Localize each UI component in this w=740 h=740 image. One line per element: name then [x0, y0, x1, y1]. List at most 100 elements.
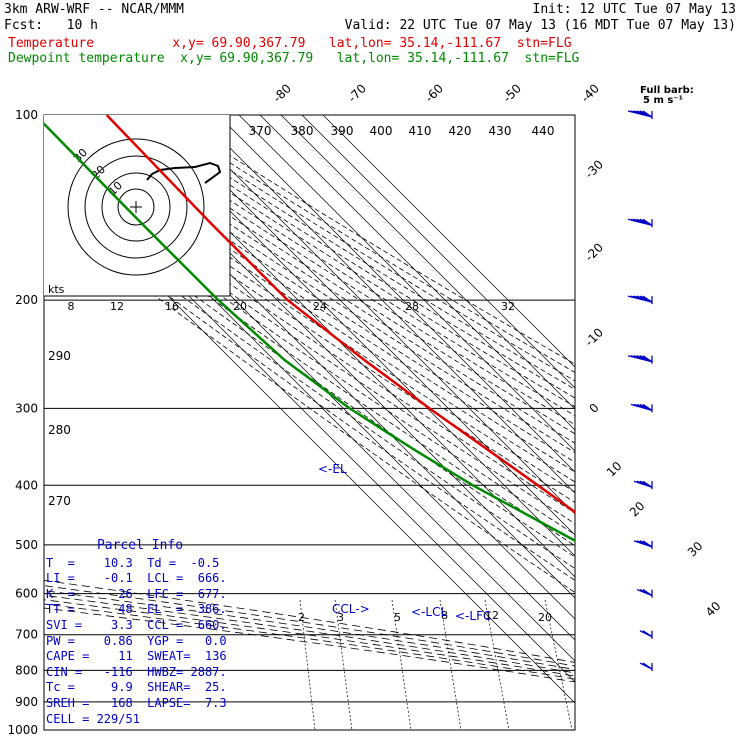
hodograph-speed-label: 20	[233, 300, 247, 313]
parcel-info-row: CAPE = 11 SWEAT= 136	[46, 649, 227, 664]
isotherm-label: -60	[422, 81, 446, 105]
parcel-info-panel: Parcel Info T = 10.3 Td = -0.5 LI = -0.1 …	[46, 538, 234, 727]
isotherm-line	[217, 115, 575, 473]
theta-label: 430	[489, 124, 512, 138]
isotherm-label: -40	[578, 81, 602, 105]
parcel-info-row: LI = -0.1 LCL = 666.	[46, 571, 227, 586]
dry-adiabat	[165, 115, 575, 365]
wind-barb	[633, 540, 653, 549]
hodograph-ring	[117, 188, 155, 226]
dry-adiabat	[89, 115, 575, 426]
hodograph-trace	[146, 161, 222, 184]
barb-legend-title: Full barb:	[640, 85, 694, 96]
theta-label: 410	[409, 124, 432, 138]
pressure-label: 100	[15, 108, 38, 122]
dry-adiabat	[44, 177, 575, 547]
isotherm-label: -30	[582, 157, 606, 181]
dry-adiabat	[122, 115, 575, 399]
pressure-label: 800	[15, 663, 38, 677]
parcel-info-row: TT = 48 EL = 386.	[46, 602, 227, 617]
isotherm-label: -70	[345, 81, 369, 105]
theta-label: 290	[48, 349, 71, 363]
isotherm-line	[322, 115, 575, 368]
dry-adiabat	[44, 194, 575, 570]
isotherm-line	[259, 115, 575, 431]
moist-adiabat	[44, 590, 575, 670]
dry-adiabat	[44, 152, 575, 514]
dry-adiabat	[111, 115, 575, 408]
isotherm-label: -10	[582, 325, 606, 349]
pressure-label: 400	[15, 478, 38, 492]
dry-adiabat	[44, 168, 575, 536]
isotherm-line	[238, 115, 575, 452]
wind-barb	[627, 355, 653, 364]
theta-label: 370	[249, 124, 272, 138]
isotherm-label: 0	[587, 401, 602, 416]
hodograph-ring	[101, 172, 171, 242]
pressure-label: 900	[15, 695, 38, 709]
model-title: 3km ARW-WRF -- NCAR/MMM	[4, 2, 185, 17]
sounding-profiles	[44, 115, 575, 543]
parcel-info-row: Tc = 9.9 SHEAR= 25.	[46, 680, 227, 695]
mixing-ratio-label: 2	[298, 611, 305, 624]
theta-label: 390	[331, 124, 354, 138]
moist-adiabat	[44, 585, 575, 667]
theta-label: 280	[48, 423, 71, 437]
parcel-info-row: PW = 0.86 YGP = 0.0	[46, 633, 227, 648]
isotherm-line	[175, 115, 575, 515]
dry-adiabat	[44, 203, 575, 581]
hodograph-ring	[84, 155, 188, 259]
hodograph-speed-label: 12	[110, 300, 124, 313]
mixing-ratio-line	[299, 599, 316, 730]
pressure-label: 700	[15, 628, 38, 642]
annotation-lcl: <-LCL	[411, 605, 447, 619]
isotherm-label: -80	[270, 81, 294, 105]
wind-barb	[633, 480, 653, 490]
mixing-ratio-line	[439, 599, 462, 730]
theta-label: 440	[532, 124, 555, 138]
hodograph-speed-label: 16	[165, 300, 179, 313]
mixing-ratio-label: 8	[441, 609, 448, 622]
dry-adiabat	[44, 143, 575, 503]
isotherm-line	[154, 115, 575, 536]
moist-adiabat	[44, 580, 575, 663]
hodograph-speed-label: 32	[501, 300, 515, 313]
mixing-ratio-label: 3	[337, 611, 344, 624]
theta-label: 420	[449, 124, 472, 138]
isotherm-line	[301, 115, 575, 389]
isotherm-label: 20	[627, 499, 648, 520]
parcel-info-row: SVI = 3.3 CCL = 660.	[46, 617, 227, 632]
hodograph-speed-label: 28	[405, 300, 419, 313]
hodograph-ring	[67, 138, 205, 276]
annotation-ccl: CCL->	[332, 602, 370, 616]
dry-adiabat	[44, 120, 575, 473]
valid-time: Valid: 22 UTC Tue 07 May 13 (16 MDT Tue …	[344, 18, 736, 33]
parcel-info-row: K = 26 LFC = 677.	[46, 586, 227, 601]
dry-adiabat	[144, 115, 575, 382]
forecast-hour: Fcst: 10 h	[4, 18, 98, 33]
isotherm-label: 30	[685, 539, 706, 560]
hodograph-speed-label: kts	[48, 283, 65, 296]
isotherm-label: 10	[604, 459, 625, 480]
theta-label: 380	[291, 124, 314, 138]
hodograph-background	[44, 115, 230, 296]
hodograph-speed-label: 24	[313, 300, 327, 313]
parcel-info-row: CIN = -116 HWBZ= 2887.	[46, 664, 227, 679]
pressure-label: 1000	[7, 723, 38, 737]
pressure-label: 600	[15, 587, 38, 601]
wind-barb	[627, 295, 653, 305]
wind-barb	[636, 588, 653, 598]
temperature-legend: Temperature x,y= 69.90,367.79 lat,lon= 3…	[8, 36, 572, 51]
mixing-ratio-label: 5	[394, 611, 401, 624]
theta-label: 270	[48, 494, 71, 508]
theta-label: 400	[370, 124, 393, 138]
isotherm-label: 40	[703, 599, 724, 620]
parcel-info-rows: T = 10.3 Td = -0.5 LI = -0.1 LCL = 666. K …	[46, 556, 234, 728]
mixing-ratio-line	[391, 599, 412, 730]
annotation-el: <-EL	[318, 462, 347, 476]
mixing-ratio-line	[334, 599, 353, 730]
level-annotations: <-EL <-LCL <-LFC CCL->	[318, 462, 491, 623]
isotherm-label: -20	[582, 240, 606, 264]
